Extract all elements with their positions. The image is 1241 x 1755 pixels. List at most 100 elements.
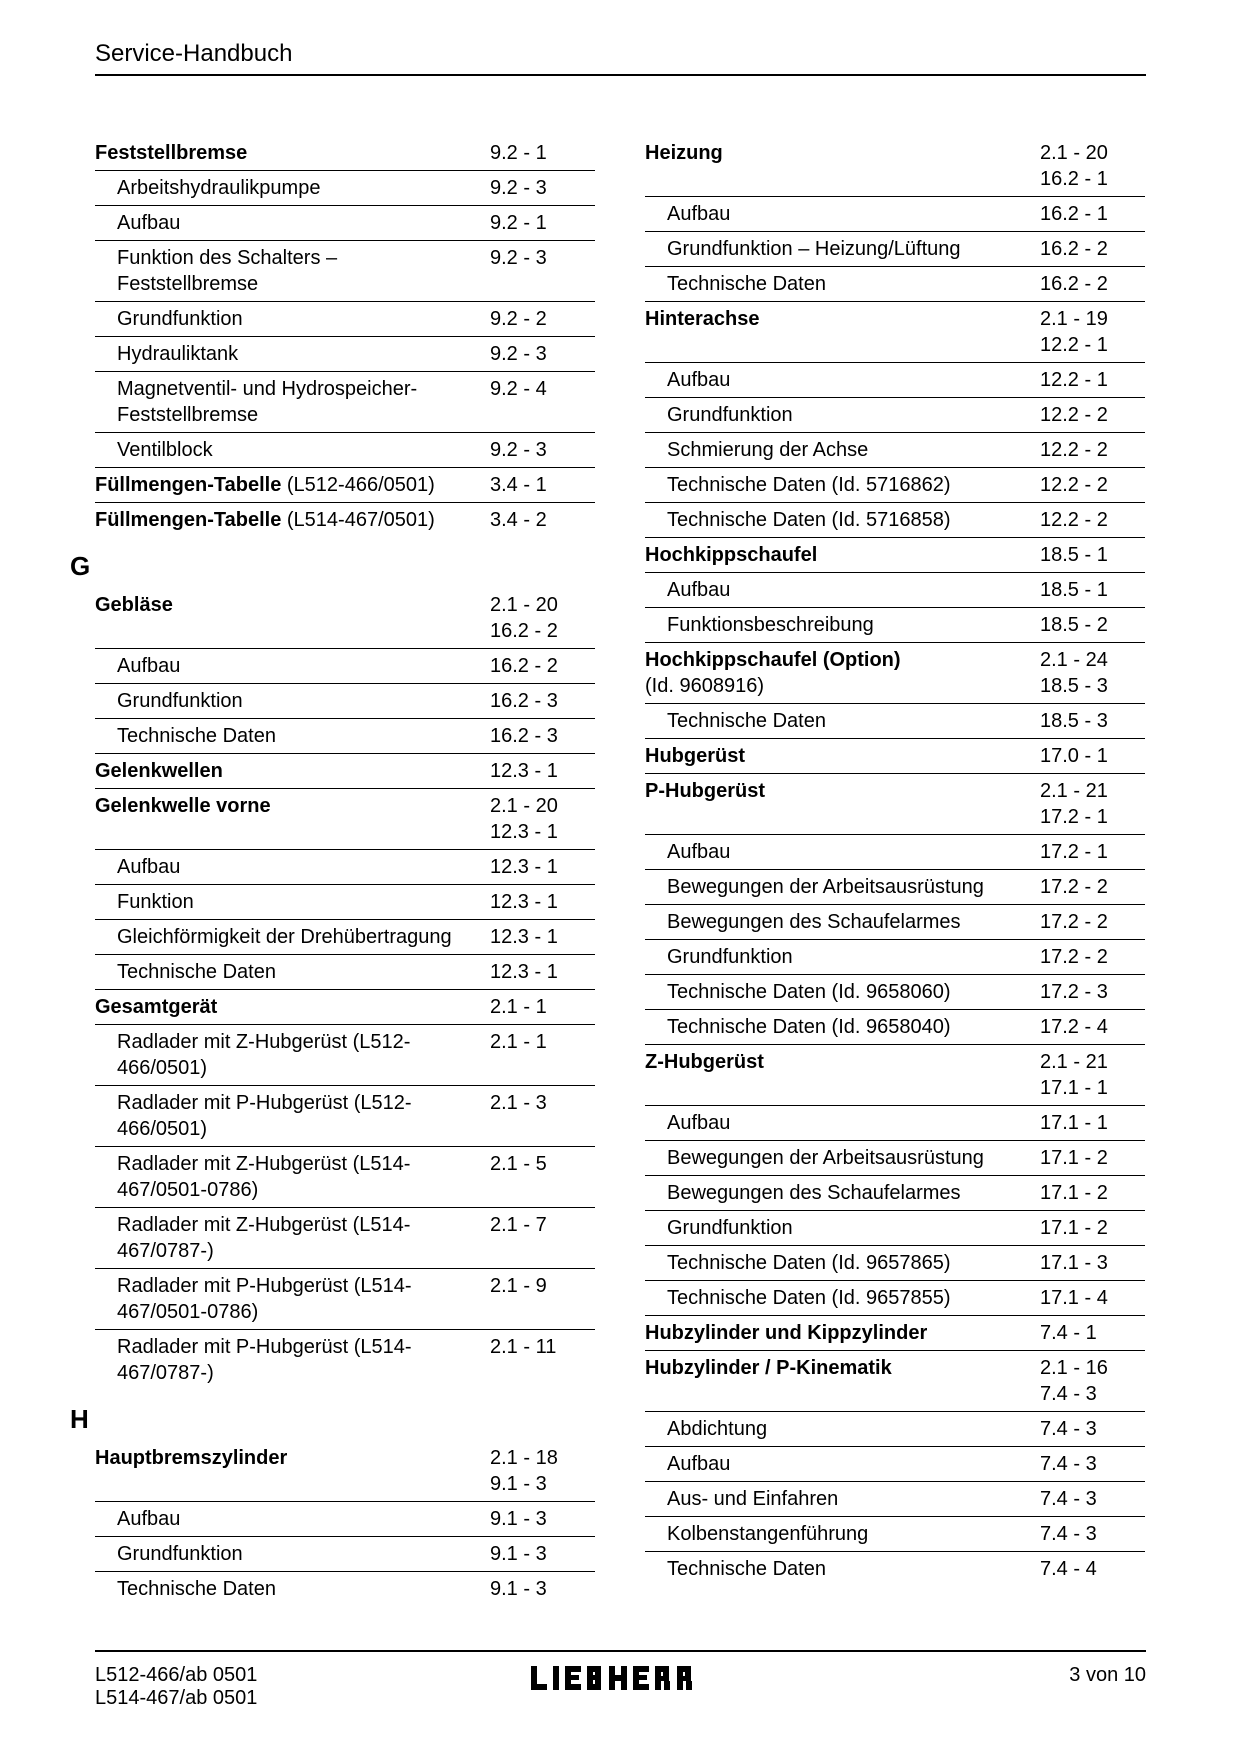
entry-label: Technische Daten (Id. 9657865)	[645, 1250, 1040, 1276]
entry-label: Aufbau	[645, 1451, 1040, 1477]
entry-label: Bewegungen des Schaufelarmes	[645, 909, 1040, 935]
entry-pages: 9.2 - 2	[490, 306, 595, 332]
footer-left: L512-466/ab 0501 L514-467/ab 0501	[95, 1664, 257, 1710]
entry-pages: 16.2 - 2	[1040, 236, 1145, 262]
entry-label: Hauptbremszylinder	[95, 1445, 490, 1471]
index-subentry: Technische Daten (Id. 9658040)17.2 - 4	[645, 1009, 1145, 1044]
entry-label: Technische Daten	[645, 708, 1040, 734]
entry-label: Grundfunktion – Heizung/Lüftung	[645, 236, 1040, 262]
entry-pages: 18.5 - 1	[1040, 577, 1145, 603]
entry-label: Hydrauliktank	[95, 341, 490, 367]
index-subentry: Bewegungen der Arbeitsausrüstung17.2 - 2	[645, 869, 1145, 904]
entry-label: Aus- und Einfahren	[645, 1486, 1040, 1512]
entry-label: Hubgerüst	[645, 743, 1040, 769]
entry-pages: 2.1 - 9	[490, 1273, 595, 1299]
entry-label: Grundfunktion	[95, 1541, 490, 1567]
index-entry: Z-Hubgerüst2.1 - 21 17.1 - 1	[645, 1044, 1145, 1105]
entry-pages: 12.2 - 2	[1040, 472, 1145, 498]
entry-pages: 2.1 - 20 16.2 - 1	[1040, 140, 1145, 192]
index-subentry: Technische Daten (Id. 9657865)17.1 - 3	[645, 1245, 1145, 1280]
entry-label: Grundfunktion	[645, 1215, 1040, 1241]
index-subentry: Aufbau7.4 - 3	[645, 1446, 1145, 1481]
entry-label: Hubzylinder / P-Kinematik	[645, 1355, 1040, 1381]
entry-pages: 2.1 - 3	[490, 1090, 595, 1116]
entry-label: Heizung	[645, 140, 1040, 166]
entry-pages: 17.2 - 4	[1040, 1014, 1145, 1040]
entry-label: Arbeitshydraulikpumpe	[95, 175, 490, 201]
entry-label: Gelenkwellen	[95, 758, 490, 784]
index-subentry: Technische Daten16.2 - 3	[95, 718, 595, 753]
entry-label: Radlader mit Z-Hubgerüst (L514-467/0787-…	[95, 1212, 490, 1264]
index-subentry: Technische Daten12.3 - 1	[95, 954, 595, 989]
entry-label: Funktion des Schalters – Feststellbremse	[95, 245, 490, 297]
index-subentry: Grundfunktion9.2 - 2	[95, 301, 595, 336]
index-subentry: Grundfunktion17.1 - 2	[645, 1210, 1145, 1245]
entry-label: Ventilblock	[95, 437, 490, 463]
index-subentry: Aufbau17.2 - 1	[645, 834, 1145, 869]
entry-pages: 7.4 - 3	[1040, 1486, 1145, 1512]
index-subentry: Aus- und Einfahren7.4 - 3	[645, 1481, 1145, 1516]
entry-label: Aufbau	[95, 653, 490, 679]
entry-pages: 18.5 - 2	[1040, 612, 1145, 638]
entry-pages: 2.1 - 24 18.5 - 3	[1040, 647, 1145, 699]
entry-label: Technische Daten	[645, 1556, 1040, 1582]
index-subentry: Technische Daten16.2 - 2	[645, 266, 1145, 301]
entry-label: Technische Daten (Id. 5716858)	[645, 507, 1040, 533]
index-subentry: Funktion des Schalters – Feststellbremse…	[95, 240, 595, 301]
entry-pages: 17.0 - 1	[1040, 743, 1145, 769]
entry-pages: 17.1 - 2	[1040, 1180, 1145, 1206]
entry-pages: 12.3 - 1	[490, 959, 595, 985]
index-subentry: Schmierung der Achse12.2 - 2	[645, 432, 1145, 467]
entry-pages: 12.2 - 1	[1040, 367, 1145, 393]
entry-pages: 16.2 - 1	[1040, 201, 1145, 227]
entry-label: Grundfunktion	[95, 306, 490, 332]
page: Service-Handbuch Feststellbremse9.2 - 1A…	[0, 0, 1241, 1755]
entry-pages: 12.3 - 1	[490, 854, 595, 880]
page-footer: L512-466/ab 0501 L514-467/ab 0501 3 von …	[95, 1650, 1146, 1710]
entry-label: Radlader mit P-Hubgerüst (L514-467/0501-…	[95, 1273, 490, 1325]
entry-pages: 17.2 - 2	[1040, 944, 1145, 970]
entry-label: Radlader mit P-Hubgerüst (L514-467/0787-…	[95, 1334, 490, 1386]
index-subentry: Technische Daten (Id. 5716858)12.2 - 2	[645, 502, 1145, 537]
index-subentry: Abdichtung7.4 - 3	[645, 1411, 1145, 1446]
index-subentry: Grundfunktion16.2 - 3	[95, 683, 595, 718]
index-subentry: Ventilblock9.2 - 3	[95, 432, 595, 467]
index-entry: Gebläse2.1 - 20 16.2 - 2	[95, 588, 595, 648]
entry-pages: 18.5 - 1	[1040, 542, 1145, 568]
entry-pages: 16.2 - 2	[490, 653, 595, 679]
entry-label: Hubzylinder und Kippzylinder	[645, 1320, 1040, 1346]
entry-pages: 9.2 - 3	[490, 245, 595, 271]
index-subentry: Radlader mit P-Hubgerüst (L514-467/0501-…	[95, 1268, 595, 1329]
entry-label: Technische Daten (Id. 9658060)	[645, 979, 1040, 1005]
entry-pages: 12.3 - 1	[490, 889, 595, 915]
index-entry: Hubzylinder und Kippzylinder7.4 - 1	[645, 1315, 1145, 1350]
index-subentry: Gleichförmigkeit der Drehübertragung12.3…	[95, 919, 595, 954]
entry-label: Aufbau	[645, 1110, 1040, 1136]
entry-label: Abdichtung	[645, 1416, 1040, 1442]
index-subentry: Technische Daten (Id. 5716862)12.2 - 2	[645, 467, 1145, 502]
index-subentry: Radlader mit Z-Hubgerüst (L512-466/0501)…	[95, 1024, 595, 1085]
entry-pages: 16.2 - 3	[490, 688, 595, 714]
index-subentry: Technische Daten (Id. 9657855)17.1 - 4	[645, 1280, 1145, 1315]
entry-pages: 7.4 - 4	[1040, 1556, 1145, 1582]
index-subentry: Arbeitshydraulikpumpe9.2 - 3	[95, 170, 595, 205]
entry-pages: 2.1 - 20 12.3 - 1	[490, 793, 595, 845]
entry-label: Füllmengen-Tabelle (L514-467/0501)	[95, 507, 490, 533]
index-subentry: Funktion12.3 - 1	[95, 884, 595, 919]
entry-pages: 7.4 - 3	[1040, 1416, 1145, 1442]
index-subentry: Bewegungen des Schaufelarmes17.1 - 2	[645, 1175, 1145, 1210]
entry-pages: 17.2 - 3	[1040, 979, 1145, 1005]
entry-pages: 16.2 - 3	[490, 723, 595, 749]
entry-pages: 2.1 - 20 16.2 - 2	[490, 592, 595, 644]
entry-pages: 12.2 - 2	[1040, 437, 1145, 463]
index-columns: Feststellbremse9.2 - 1Arbeitshydraulikpu…	[95, 136, 1146, 1610]
entry-pages: 17.1 - 2	[1040, 1145, 1145, 1171]
index-subentry: Aufbau18.5 - 1	[645, 572, 1145, 607]
entry-label: Z-Hubgerüst	[645, 1049, 1040, 1075]
entry-pages: 2.1 - 5	[490, 1151, 595, 1177]
header-title: Service-Handbuch	[95, 40, 292, 67]
entry-label: Gleichförmigkeit der Drehübertragung	[95, 924, 490, 950]
entry-label: Füllmengen-Tabelle (L512-466/0501)	[95, 472, 490, 498]
index-subentry: Aufbau16.2 - 2	[95, 648, 595, 683]
entry-pages: 9.1 - 3	[490, 1541, 595, 1567]
